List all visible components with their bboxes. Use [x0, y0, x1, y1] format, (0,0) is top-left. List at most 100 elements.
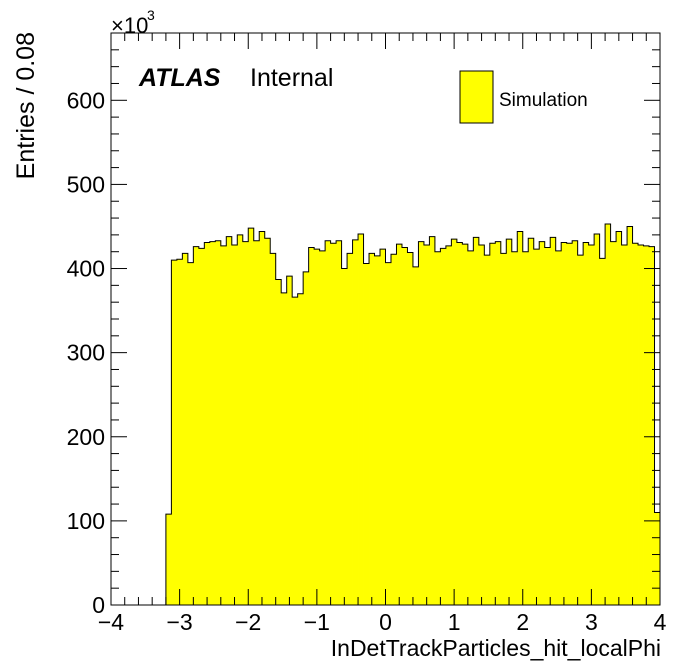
- histogram-bin: [281, 292, 288, 605]
- histogram-bin: [654, 512, 661, 605]
- histogram-bin: [369, 253, 375, 605]
- histogram-bin: [237, 234, 244, 605]
- y-tick-label: 300: [67, 340, 105, 366]
- histogram-bin: [358, 234, 364, 605]
- histogram-bin: [594, 234, 601, 605]
- histogram-bin: [440, 248, 447, 605]
- histogram-bin: [374, 255, 381, 606]
- histogram-bin: [286, 276, 293, 605]
- x-tick-label: 3: [585, 609, 598, 635]
- histogram-bin: [418, 241, 425, 606]
- histogram-bin: [209, 241, 216, 606]
- histogram-bin: [270, 253, 277, 605]
- histogram-bin: [176, 259, 183, 605]
- histogram-bin: [341, 268, 348, 605]
- histogram-bin: [467, 250, 474, 606]
- histogram-bin: [336, 240, 342, 606]
- histogram-bin: [396, 244, 403, 605]
- histogram-bin: [303, 271, 310, 605]
- histogram-bin: [401, 247, 408, 605]
- histogram-bin: [599, 258, 606, 605]
- histogram-bin: [484, 255, 491, 605]
- histogram-bin: [445, 245, 452, 606]
- x-tick-label: −4: [98, 609, 124, 635]
- x-tick-label: 0: [379, 609, 392, 635]
- tick-labels: −4 −3 −2 −1 0 1 2 3 4 0 100 200 300 400 500 600: [67, 87, 667, 635]
- histogram-bin: [253, 240, 260, 606]
- histogram-bin: [517, 231, 524, 606]
- y-tick-label: 400: [67, 256, 105, 282]
- histogram-bin: [429, 236, 436, 606]
- histogram-bin: [204, 242, 211, 605]
- histogram-bin: [495, 241, 502, 606]
- atlas-label: ATLAS: [138, 64, 221, 92]
- y-tick-label: 200: [67, 424, 105, 450]
- histogram-bin: [330, 243, 337, 605]
- x-tick-label: 1: [448, 609, 461, 635]
- internal-label: Internal: [250, 64, 333, 92]
- histogram-bin: [577, 255, 584, 605]
- histogram-bin: [451, 239, 458, 605]
- histogram-bin: [572, 240, 579, 606]
- histogram-outline: [165, 223, 661, 605]
- histogram-bin: [390, 254, 397, 605]
- legend-entry-simulation: Simulation: [499, 90, 588, 111]
- histogram-bin: [297, 293, 304, 605]
- x-tick-label: −2: [235, 609, 261, 635]
- histogram-bin: [198, 248, 205, 605]
- histogram-bin: [638, 244, 644, 605]
- histogram-bin: [193, 246, 200, 606]
- histogram-bin: [462, 244, 469, 605]
- histogram-bin: [588, 244, 595, 605]
- histogram-bin: [610, 241, 617, 606]
- histogram-bin: [385, 262, 392, 605]
- histogram-bin: [226, 236, 233, 606]
- x-axis-label: InDetTrackParticles_hit_localPhi: [331, 635, 661, 661]
- histogram-bin: [566, 243, 573, 605]
- histogram-bin: [539, 241, 546, 606]
- histogram-bin: [352, 239, 359, 605]
- histogram-bin: [627, 226, 633, 605]
- histogram-bin: [187, 262, 194, 605]
- histogram-bin: [473, 237, 480, 605]
- y-tick-label: 600: [67, 87, 105, 113]
- histogram-bin: [500, 253, 507, 605]
- histogram-bin: [380, 249, 386, 605]
- histogram-bin: [407, 252, 414, 605]
- histogram-bin: [561, 242, 568, 605]
- histogram-bin: [319, 250, 326, 606]
- histogram-bin: [325, 240, 331, 606]
- histogram-bin: [314, 249, 321, 605]
- y-tick-label: 500: [67, 171, 105, 197]
- x-tick-label: 2: [516, 609, 529, 635]
- histogram-bin: [182, 253, 189, 605]
- y-tick-label: 100: [67, 508, 105, 534]
- histogram-bin: [555, 250, 562, 606]
- histogram-bin: [478, 244, 485, 605]
- histogram-bin: [506, 239, 513, 605]
- histogram-bin: [528, 238, 535, 605]
- histogram-bin: [434, 251, 441, 606]
- histogram-bin: [165, 514, 172, 605]
- histogram-bin: [544, 247, 551, 605]
- histogram-bin: [275, 279, 282, 605]
- histogram-bin: [632, 243, 639, 605]
- histogram-bin: [412, 266, 419, 605]
- legend-swatch: [459, 70, 494, 124]
- histogram-bin: [292, 297, 299, 605]
- histogram-bin: [259, 231, 266, 606]
- histogram-bin: [215, 240, 222, 606]
- histogram-bin: [456, 242, 463, 605]
- plot-content: [165, 223, 661, 606]
- y-multiplier-label: ×10: [111, 13, 148, 38]
- x-tick-label: −1: [304, 609, 330, 635]
- histogram-bin: [248, 228, 255, 605]
- histogram-bin: [264, 238, 271, 605]
- histogram-bin: [231, 244, 238, 605]
- y-tick-label: 0: [92, 592, 105, 618]
- histogram-bin: [605, 223, 611, 605]
- histogram-bin: [308, 247, 315, 605]
- histogram-bin: [583, 242, 590, 605]
- histogram-bin: [423, 244, 430, 605]
